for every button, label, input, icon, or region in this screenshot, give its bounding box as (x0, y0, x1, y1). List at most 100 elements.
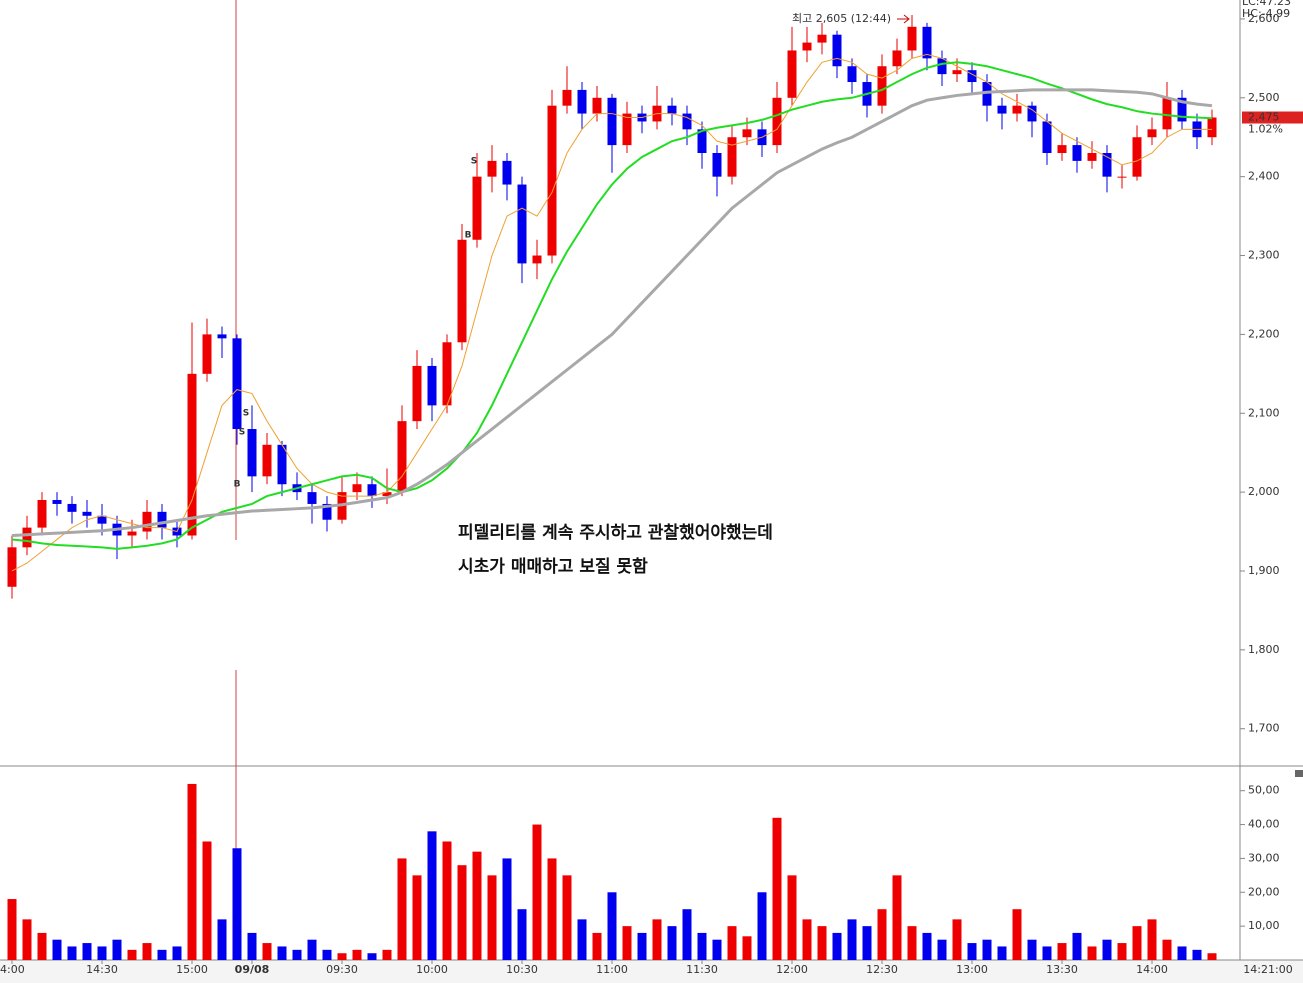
volume-bar (907, 926, 917, 960)
candle-body (697, 129, 707, 153)
x-tick-label: 12:00 (776, 963, 808, 976)
volume-bar (997, 946, 1007, 960)
x-tick-label: 13:30 (1046, 963, 1078, 976)
change-label: 1.02% (1248, 123, 1283, 136)
volume-bar (877, 909, 887, 960)
volume-bar (502, 858, 512, 960)
moving-average (11, 53, 1212, 572)
last-price-label: 2,475 (1248, 111, 1280, 124)
x-tick-label: 11:30 (686, 963, 718, 976)
signal: B (234, 480, 241, 490)
candle-body (967, 70, 977, 83)
x-axis-strip (0, 960, 1303, 983)
candle-body (232, 338, 242, 430)
volume-bar (277, 946, 287, 960)
volume-bar (397, 858, 407, 960)
candle-body (547, 105, 557, 256)
volume-bar (982, 939, 992, 960)
volume-bar (742, 936, 752, 960)
volume-bar (187, 783, 197, 960)
volume-bar (967, 943, 977, 960)
volume-bar (337, 953, 347, 960)
volume-bar (412, 875, 422, 960)
volume-bar (112, 939, 122, 960)
candle-body (787, 50, 797, 98)
volume-bar (202, 841, 212, 960)
volume-bar (82, 943, 92, 960)
signal: S (239, 428, 245, 438)
volume-bar (487, 875, 497, 960)
volume-bar (607, 892, 617, 960)
x-tick-label: 14:00 (1136, 963, 1168, 976)
candle-body (1102, 153, 1112, 177)
candle-body (772, 97, 782, 146)
volume-bar (1207, 953, 1217, 960)
volume-bar (22, 919, 32, 960)
candle-body (307, 492, 317, 504)
y-tick-label: 2,500 (1248, 91, 1280, 104)
volume-bar (1117, 943, 1127, 960)
x-tick-label: 09/08 (235, 963, 270, 976)
candle-body (187, 373, 197, 536)
volume-bar (847, 919, 857, 960)
note: 피델리티를 계속 주시하고 관찰했어야했는데 (458, 522, 773, 543)
volume-bar (652, 919, 662, 960)
volume-bar (442, 841, 452, 960)
volume-bar (892, 875, 902, 960)
candle-body (607, 97, 617, 146)
volume-bar (172, 946, 182, 960)
candle-body (1057, 145, 1067, 153)
volume-bar (1012, 909, 1022, 960)
candle-body (217, 334, 227, 339)
moving-average (11, 88, 1213, 537)
candle-body (202, 334, 212, 374)
candle-body (82, 511, 92, 516)
candle-body (517, 184, 527, 264)
candle-body (1087, 153, 1097, 161)
y-tick-label: 1,900 (1248, 564, 1280, 577)
candle-body (937, 58, 947, 75)
volume-bar (952, 919, 962, 960)
y-tick-label: 2,200 (1248, 327, 1280, 340)
candle-body (37, 500, 47, 528)
x-tick-label: 14:30 (86, 963, 118, 976)
candle-body (442, 342, 452, 406)
volume-bar (1087, 946, 1097, 960)
high-annotation: 최고 2,605 (12:44) (792, 12, 891, 25)
note: 시초가 매매하고 보질 못함 (458, 556, 648, 577)
candle-body (1072, 145, 1082, 161)
current-time: 14:21:00 (1243, 963, 1292, 976)
indicator-hc: HC:-4.99 (1242, 7, 1290, 20)
candle-body (1042, 121, 1052, 153)
candle-body (577, 89, 587, 114)
candle-body (727, 137, 737, 177)
candle-body (982, 82, 992, 106)
x-tick-label: 12:30 (866, 963, 898, 976)
candle-body (1162, 97, 1172, 130)
moving-average (11, 61, 1213, 550)
candle-body (907, 26, 917, 51)
volume-bar (7, 899, 17, 960)
signal: B (465, 231, 472, 241)
candle-body (922, 26, 932, 59)
volume-bar (217, 919, 227, 960)
candle-body (1027, 105, 1037, 122)
y-tick-label: 2,100 (1248, 406, 1280, 419)
volume-bar (142, 943, 152, 960)
y-tick-label: 2,000 (1248, 485, 1280, 498)
candle-body (487, 160, 497, 177)
candle-body (742, 129, 752, 138)
volume-bar (667, 926, 677, 960)
volume-bar (247, 932, 257, 960)
volume-bar (517, 909, 527, 960)
volume-bar (1192, 949, 1202, 960)
candle-body (127, 531, 137, 536)
x-tick-label: 11:00 (596, 963, 628, 976)
candle-body (952, 70, 962, 75)
volume-bar (697, 932, 707, 960)
volume-bar (817, 926, 827, 960)
x-tick-label: 13:00 (956, 963, 988, 976)
volume-y-tick-label: 10,00 (1248, 919, 1280, 932)
